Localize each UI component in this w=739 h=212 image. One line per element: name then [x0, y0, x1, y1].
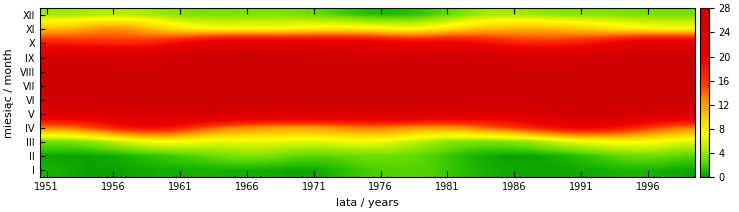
Y-axis label: miesiąc / month: miesiąc / month — [4, 48, 14, 138]
X-axis label: lata / years: lata / years — [336, 198, 398, 208]
